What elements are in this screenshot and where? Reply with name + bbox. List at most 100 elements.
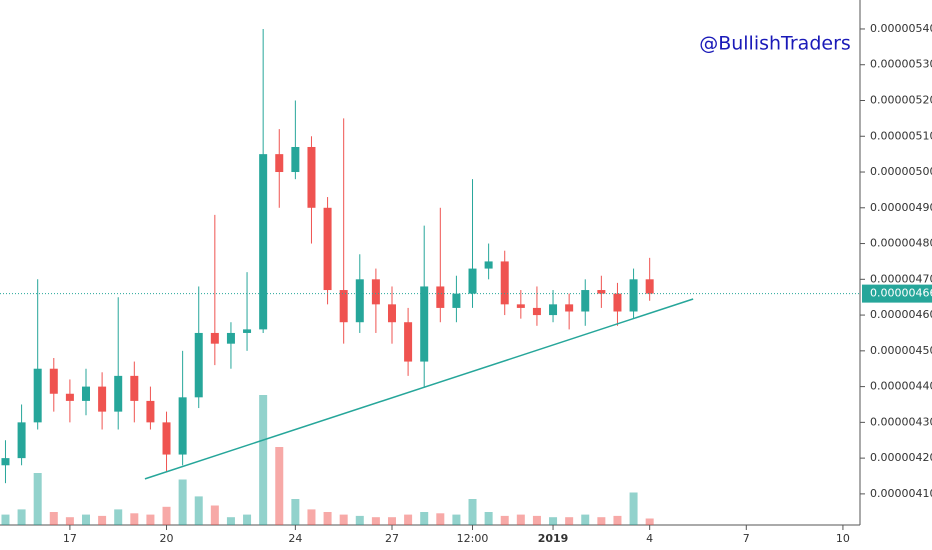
volume-bar — [436, 513, 445, 525]
y-tick-label: 0.00000420 — [870, 451, 932, 464]
volume-bar — [130, 513, 139, 525]
volume-bar — [532, 515, 541, 525]
volume-bar — [484, 512, 493, 525]
volume-bar — [565, 517, 574, 525]
candle-body — [371, 279, 380, 305]
candle-body — [339, 290, 348, 323]
candle-body — [307, 146, 316, 208]
candle-body — [355, 279, 364, 323]
candle-body — [210, 332, 219, 344]
candle-body — [404, 322, 413, 362]
x-tick-label: 7 — [743, 532, 750, 545]
volume-bar — [194, 496, 203, 525]
volume-bar — [371, 517, 380, 525]
x-tick-label: 24 — [288, 532, 302, 545]
volume-bar — [33, 473, 42, 525]
candle-body — [565, 304, 574, 312]
candle-body — [291, 146, 300, 173]
candle-body — [549, 304, 558, 316]
volume-bar — [613, 515, 622, 525]
y-tick-label: 0.00000430 — [870, 415, 932, 428]
candle-body — [33, 368, 42, 423]
candle-body — [82, 386, 90, 401]
x-tick-label: 17 — [63, 532, 77, 545]
volume-bar — [597, 517, 606, 525]
candle-body — [226, 332, 235, 344]
y-tick-label: 0.00000470 — [870, 272, 932, 285]
y-tick-label: 0.00000410 — [870, 487, 932, 500]
y-tick-label: 0.00000450 — [870, 344, 932, 357]
candle-body — [275, 154, 284, 173]
y-tick-label: 0.00000520 — [870, 93, 932, 106]
candle-body — [387, 304, 396, 323]
volume-bar — [629, 492, 638, 525]
volume-bar — [468, 499, 477, 525]
volume-bar — [243, 514, 252, 525]
volume-bar — [387, 517, 396, 525]
volume-bar — [259, 395, 268, 525]
x-tick-label: 4 — [646, 532, 653, 545]
volume-bar — [1, 514, 10, 525]
candle-body — [130, 375, 139, 401]
volume-bar — [355, 515, 364, 525]
candle-body — [114, 375, 123, 412]
volume-bar — [98, 515, 107, 525]
candle-body — [629, 279, 638, 312]
volume-bar — [307, 509, 316, 525]
volume-bar — [226, 517, 235, 525]
y-tick-label: 0.00000500 — [870, 165, 932, 178]
volume-bar — [275, 447, 284, 525]
candle-body — [98, 386, 107, 412]
volume-bar — [516, 514, 525, 525]
volume-bar — [17, 509, 26, 525]
volume-bar — [323, 512, 332, 525]
volume-bar — [549, 517, 558, 525]
x-tick-label: 27 — [385, 532, 399, 545]
volume-bar — [291, 499, 300, 525]
candle-body — [420, 286, 429, 362]
candle-body — [452, 293, 461, 308]
candle-body — [323, 207, 332, 291]
x-tick-label: 12:00 — [457, 532, 489, 545]
candle-body — [194, 332, 203, 398]
candle-body — [436, 286, 445, 308]
y-tick-label: 0.00000540 — [870, 22, 932, 35]
y-tick-label: 0.00000440 — [870, 380, 932, 393]
volume-bar — [162, 506, 171, 525]
last-price-label: 0.00000466 — [870, 287, 932, 300]
candle-body — [645, 279, 654, 294]
candle-body — [1, 458, 10, 466]
y-tick-label: 0.00000460 — [870, 308, 932, 321]
x-tick-label: 10 — [836, 532, 850, 545]
candle-body — [65, 393, 74, 401]
candle-body — [17, 422, 26, 459]
volume-bar — [114, 509, 123, 525]
candle-body — [516, 304, 525, 308]
volume-bar — [404, 514, 413, 525]
y-tick-label: 0.00000530 — [870, 58, 932, 71]
candle-body — [259, 154, 268, 330]
candle-body — [613, 293, 622, 312]
y-tick-label: 0.00000490 — [870, 201, 932, 214]
volume-bar — [65, 517, 74, 525]
candle-body — [597, 290, 606, 294]
candle-body — [162, 422, 171, 455]
volume-bar — [420, 512, 429, 525]
volume-bar — [339, 514, 348, 525]
candle-body — [49, 368, 58, 394]
y-tick-label: 0.00000510 — [870, 129, 932, 142]
candle-body — [500, 261, 509, 305]
watermark: @BullishTraders — [699, 33, 851, 55]
x-tick-label: 2019 — [538, 532, 569, 545]
candle-body — [532, 307, 541, 316]
volume-bar — [210, 505, 219, 525]
x-tick-label: 20 — [160, 532, 174, 545]
volume-bar — [452, 514, 461, 525]
candle-body — [178, 397, 187, 455]
candle-body — [468, 268, 477, 294]
last-price-box — [862, 284, 932, 303]
y-tick-label: 0.00000480 — [870, 237, 932, 250]
candle-body — [243, 329, 252, 333]
volume-bar — [146, 514, 155, 525]
